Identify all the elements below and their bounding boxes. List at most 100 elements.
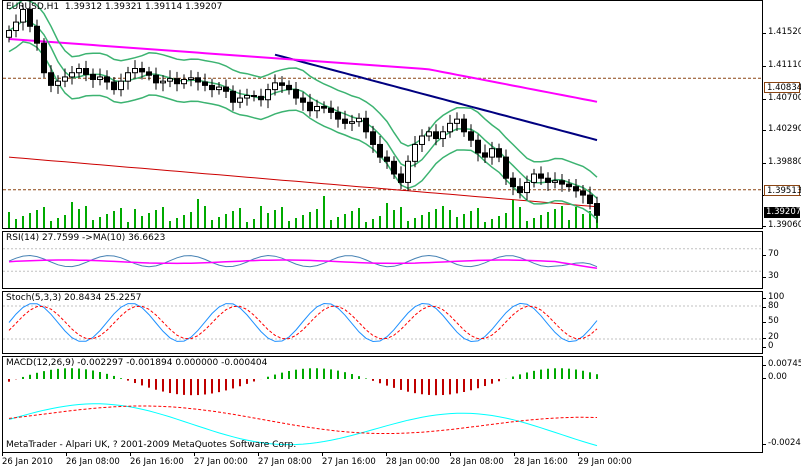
candle-body: [153, 74, 159, 84]
candle-body: [265, 89, 271, 101]
stoch-tick: 100: [762, 292, 785, 302]
band-upper: [8, 1, 598, 178]
candle-body: [349, 121, 355, 124]
candle-body: [139, 68, 145, 73]
candle-body: [489, 148, 495, 158]
candle-body: [104, 76, 110, 83]
time-tick: 27 Jan 16:00: [322, 453, 376, 467]
candle-body: [230, 90, 236, 103]
candle-body: [181, 78, 187, 85]
candle-body: [244, 95, 250, 99]
candle-body: [307, 101, 313, 112]
macd-plot: [8, 368, 598, 447]
time-tick: 28 Jan 16:00: [514, 453, 568, 467]
candle-body: [90, 73, 96, 80]
rsi-axis: 70 30: [763, 231, 801, 289]
stoch-pane[interactable]: Stoch(5,3,3) 20.8434 25.2257: [2, 291, 763, 354]
price-badge-mid: 1.39513: [764, 185, 801, 196]
price-tick: 1.40290: [762, 124, 801, 134]
time-tick: 28 Jan 00:00: [386, 453, 440, 467]
price-tick: 1.39060: [762, 220, 801, 230]
ma-red-line: [8, 156, 598, 208]
candle-body: [377, 143, 383, 158]
time-tick: 28 Jan 08:00: [450, 453, 504, 467]
macd-main-line: [8, 403, 598, 447]
macd-tick: 0.00745: [762, 359, 801, 369]
stoch-signal-line: [8, 305, 598, 340]
rsi-tick: 70: [763, 249, 779, 259]
candle-body: [342, 118, 348, 124]
candle-body: [440, 131, 446, 140]
rsi-plot: [3, 248, 762, 272]
candle-body: [76, 68, 82, 74]
macd-pane[interactable]: MACD(12,26,9) -0.002297 -0.001894 0.0000…: [2, 356, 763, 453]
rsi-line: [8, 254, 598, 268]
candle-body: [370, 131, 376, 145]
time-tick: 26 Jan 16:00: [130, 453, 184, 467]
candle-body: [552, 180, 558, 183]
candle-body: [160, 80, 166, 84]
time-tick: 26 Jan 2010: [2, 453, 53, 467]
candle-body: [426, 131, 432, 137]
candle-body: [41, 42, 47, 74]
candle-body: [538, 173, 544, 179]
candle-body: [174, 78, 180, 85]
candle-body: [412, 143, 418, 162]
macd-tick: -0.00244: [762, 438, 801, 448]
candle-body: [482, 152, 488, 158]
rsi-pane[interactable]: RSI(14) 27.7599 ->MA(10) 36.6623: [2, 231, 763, 289]
candle-body: [510, 177, 516, 188]
candle-body: [384, 156, 390, 162]
candle-body: [223, 86, 229, 92]
candle-body: [587, 194, 593, 205]
candle-body: [573, 186, 579, 192]
candle-body: [27, 8, 33, 27]
candle-body: [251, 95, 257, 98]
price-tick: 1.41110: [762, 60, 801, 70]
stoch-main-line: [8, 302, 598, 343]
stoch-label: Stoch(5,3,3) 20.8434 25.2257: [6, 293, 142, 303]
candle-body: [566, 183, 572, 188]
price-header: EURUSD,H1 1.39312 1.39321 1.39114 1.3920…: [6, 2, 222, 12]
candle-body: [132, 68, 138, 74]
candle-body: [559, 180, 565, 185]
candle-body: [461, 118, 467, 133]
candle-body: [111, 81, 117, 91]
rsi-label: RSI(14) 27.7599 ->MA(10) 36.6623: [6, 233, 166, 243]
candle-body: [531, 173, 537, 183]
candle-body: [293, 89, 299, 99]
price-chart-pane[interactable]: EURUSD,H1 1.39312 1.39321 1.39114 1.3920…: [2, 0, 763, 229]
candle-body: [594, 203, 600, 216]
candle-body: [398, 173, 404, 183]
candle-body: [454, 118, 460, 124]
candle-body: [118, 80, 124, 91]
copyright-text: MetaTrader - Alpari UK, ? 2001-2009 Meta…: [6, 440, 297, 450]
candle-body: [97, 76, 103, 80]
candle-body: [125, 72, 131, 82]
time-tick: 26 Jan 08:00: [66, 453, 120, 467]
candle-body: [55, 80, 61, 86]
candle-body: [13, 21, 19, 32]
candle-body: [328, 107, 334, 113]
price-badge-upper: 1.40834: [764, 82, 801, 93]
candle-body: [363, 117, 369, 133]
ma-blue-line: [274, 53, 598, 142]
price-tick: 1.40700: [762, 93, 801, 103]
candle-body: [419, 135, 425, 145]
time-tick: 27 Jan 08:00: [258, 453, 312, 467]
time-tick: 29 Jan 00:00: [578, 453, 632, 467]
price-badge-current: 1.39207: [764, 207, 801, 218]
candle-body: [195, 77, 201, 83]
time-axis: 26 Jan 2010 26 Jan 08:00 26 Jan 16:00 27…: [2, 453, 763, 469]
price-axis: 1.41520 1.41110 1.40700 1.40290 1.39880 …: [762, 0, 801, 230]
candle-body: [258, 95, 264, 101]
ma-magenta-line: [8, 38, 598, 103]
candle-body: [447, 122, 453, 133]
candle-body: [48, 72, 54, 86]
price-plot: [3, 1, 762, 228]
candle-body: [146, 71, 152, 76]
candle-body: [468, 131, 474, 141]
candle-body: [321, 105, 327, 109]
stoch-tick: 0: [762, 341, 774, 351]
candle-body: [391, 160, 397, 175]
